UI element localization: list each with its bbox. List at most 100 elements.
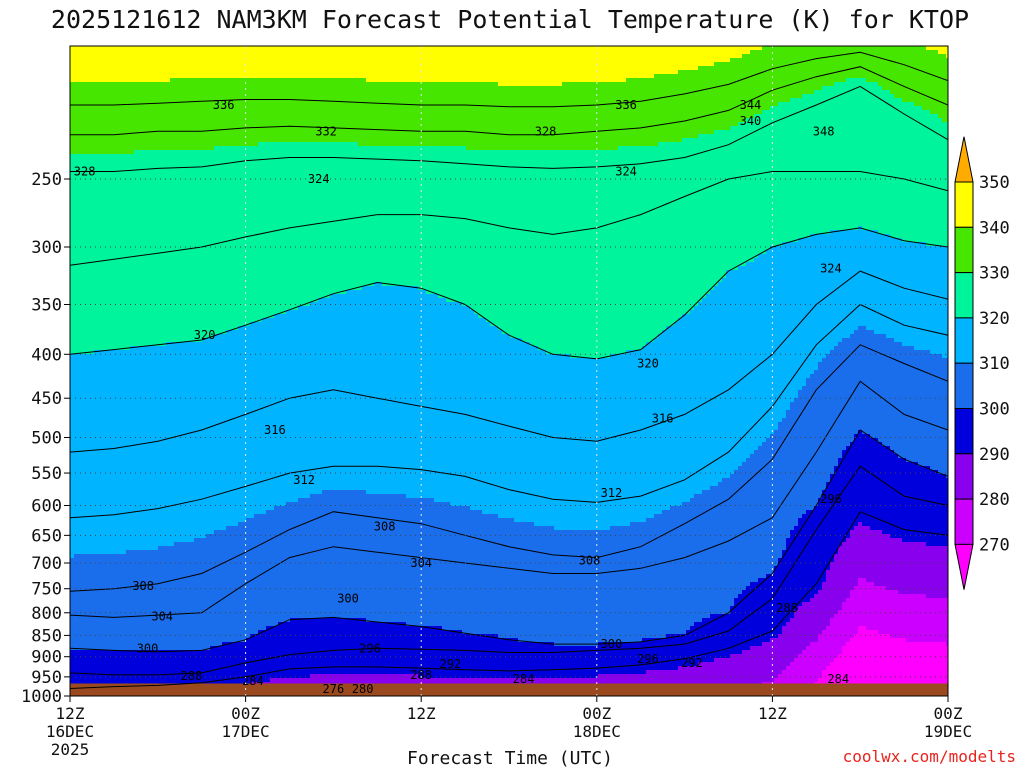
field-cell [182,622,187,627]
field-cell [98,666,103,671]
field-cell [74,526,79,531]
field-cell [70,230,75,235]
field-cell [122,426,127,431]
field-cell [94,494,99,499]
field-cell [82,442,87,447]
field-cell [82,154,87,159]
field-cell [102,662,107,667]
field-cell [150,518,155,523]
field-cell [74,310,79,315]
field-cell [142,78,147,83]
field-cell [158,266,163,271]
field-cell [90,226,95,231]
field-cell [162,514,167,519]
field-cell [150,370,155,375]
field-cell [126,590,131,595]
field-cell [182,122,187,127]
field-cell [174,306,179,311]
field-cell [146,410,151,415]
field-cell [74,498,79,503]
field-cell [142,430,147,435]
field-cell [82,234,87,239]
field-cell [134,206,139,211]
field-cell [110,490,115,495]
field-cell [122,134,127,139]
field-cell [94,270,99,275]
field-cell [74,286,79,291]
field-cell [118,78,123,83]
field-cell [122,462,127,467]
field-cell [82,298,87,303]
field-cell [118,490,123,495]
field-cell [90,46,95,51]
field-cell [114,494,119,499]
field-cell [178,630,183,635]
field-cell [114,262,119,267]
field-cell [110,254,115,259]
field-cell [74,342,79,347]
field-cell [86,538,91,543]
field-cell [166,298,171,303]
field-cell [90,194,95,199]
field-cell [74,358,79,363]
field-cell [114,522,119,527]
field-cell [178,414,183,419]
field-cell [118,90,123,95]
field-cell [110,282,115,287]
field-cell [186,258,191,263]
field-cell [126,406,131,411]
field-cell [86,282,91,287]
field-cell [174,386,179,391]
field-cell [150,122,155,127]
field-cell [74,390,79,395]
field-cell [118,570,123,575]
field-cell [142,114,147,119]
field-cell [170,234,175,239]
field-cell [74,610,79,615]
field-cell [178,110,183,115]
field-cell [154,110,159,115]
field-cell [138,162,143,167]
field-cell [174,314,179,319]
field-cell [170,182,175,187]
field-cell [74,362,79,367]
field-cell [138,446,143,451]
field-cell [114,282,119,287]
field-cell [118,358,123,363]
field-cell [166,450,171,455]
field-cell [90,306,95,311]
field-cell [90,402,95,407]
field-cell [78,478,83,483]
field-cell [74,450,79,455]
field-cell [126,426,131,431]
field-cell [162,258,167,263]
field-cell [122,202,127,207]
field-cell [142,46,147,51]
field-cell [162,198,167,203]
field-cell [146,294,151,299]
field-cell [142,542,147,547]
field-cell [166,602,171,607]
field-cell [126,342,131,347]
field-cell [150,322,155,327]
field-cell [78,314,83,319]
field-cell [154,382,159,387]
field-cell [74,406,79,411]
field-cell [86,550,91,555]
field-cell [146,194,151,199]
field-cell [114,138,119,143]
field-cell [106,358,111,363]
field-cell [118,458,123,463]
field-cell [122,294,127,299]
field-cell [126,366,131,371]
field-cell [162,422,167,427]
field-cell [138,606,143,611]
field-cell [138,286,143,291]
field-cell [146,558,151,563]
field-cell [114,678,119,683]
field-cell [106,526,111,531]
field-cell [114,286,119,291]
field-cell [126,534,131,539]
field-cell [74,522,79,527]
field-cell [90,282,95,287]
